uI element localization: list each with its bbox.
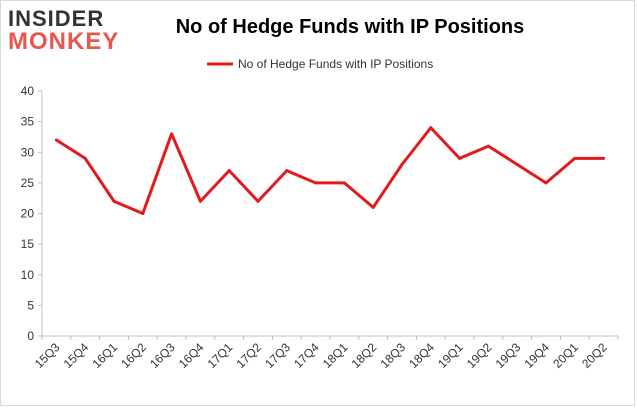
- y-tick-label: 25: [21, 176, 35, 190]
- x-tick-label: 17Q4: [291, 340, 322, 371]
- x-tick-label: 18Q4: [406, 340, 437, 371]
- data-point: [112, 199, 116, 203]
- chart-title: No of Hedge Funds with IP Positions: [175, 16, 525, 38]
- data-point: [141, 212, 145, 215]
- x-tick-label: 16Q1: [89, 340, 120, 371]
- series-line: [55, 126, 604, 215]
- data-point: [371, 205, 375, 209]
- y-tick-label: 5: [27, 298, 34, 312]
- data-point: [256, 199, 260, 203]
- data-point: [573, 156, 577, 160]
- insider-monkey-logo: INSIDER MONKEY: [6, 6, 124, 56]
- logo-line-2: MONKEY: [8, 28, 120, 55]
- data-point: [83, 156, 87, 160]
- x-tick-label: 19Q4: [521, 340, 552, 371]
- x-tick-label: 18Q2: [349, 340, 380, 371]
- y-tick-label: 0: [27, 329, 34, 343]
- data-point: [54, 138, 58, 142]
- legend-label: No of Hedge Funds with IP Positions: [238, 57, 433, 71]
- data-point: [198, 199, 202, 203]
- logo-line-1: INSIDER: [8, 6, 105, 31]
- data-point: [227, 169, 231, 173]
- y-tick-label: 20: [21, 207, 35, 221]
- plot-area: [54, 126, 606, 215]
- data-point: [458, 156, 462, 160]
- x-tick-label: 15Q3: [32, 340, 63, 371]
- x-tick-label: 19Q3: [493, 340, 524, 371]
- x-tick-label: 20Q2: [579, 340, 610, 371]
- x-tick-label: 19Q2: [464, 340, 495, 371]
- x-tick-label: 15Q4: [61, 340, 92, 371]
- data-point: [285, 169, 289, 173]
- data-point: [515, 163, 519, 166]
- data-point: [429, 126, 433, 130]
- y-tick-label: 40: [21, 84, 35, 98]
- data-point: [544, 181, 548, 185]
- legend: No of Hedge Funds with IP Positions: [207, 57, 433, 71]
- y-tick-label: 30: [21, 145, 35, 159]
- x-tick-label: 18Q1: [320, 340, 351, 371]
- x-tick-label: 17Q2: [233, 340, 264, 371]
- x-tick-label: 16Q4: [176, 340, 207, 371]
- axes: 0 5 10 15 20 25 30 35 40 15Q315Q416Q116Q216Q316Q4…: [21, 84, 619, 371]
- data-point: [602, 156, 606, 160]
- x-tick-label: 18Q3: [377, 340, 408, 371]
- data-point: [400, 163, 404, 166]
- y-tick-label: 10: [21, 268, 35, 282]
- x-tick-label: 17Q3: [262, 340, 293, 371]
- data-point: [314, 181, 318, 185]
- x-tick-label: 19Q1: [435, 340, 466, 371]
- data-point: [342, 181, 346, 185]
- x-tick-label: 17Q1: [205, 340, 236, 371]
- data-point: [486, 144, 490, 148]
- x-tick-label: 16Q2: [118, 340, 149, 371]
- data-point: [170, 132, 174, 136]
- x-tick-label: 20Q1: [550, 340, 581, 371]
- x-tick-label: 16Q3: [147, 340, 178, 371]
- y-tick-label: 35: [21, 115, 35, 129]
- y-tick-label: 15: [21, 237, 35, 251]
